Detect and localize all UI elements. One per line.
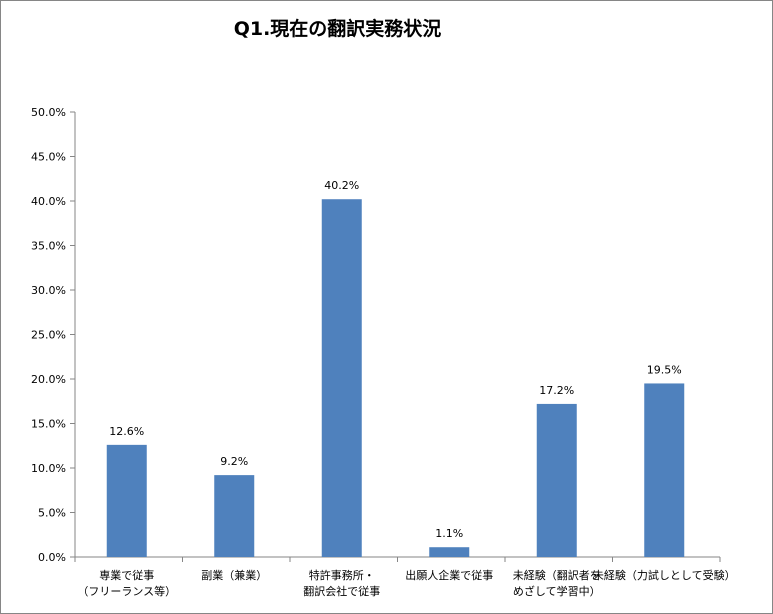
data-label: 12.6% [109,425,144,438]
y-tick-label: 45.0% [31,151,66,164]
bar [644,383,685,557]
bar [321,199,362,557]
category-label: 未経験（力試しとして受験） [593,568,736,582]
data-label: 17.2% [539,384,574,397]
category-label: 特許事務所・ [309,568,375,582]
y-tick-label: 5.0% [38,507,66,520]
data-label: 1.1% [435,527,463,540]
bar [214,475,255,557]
bar [429,547,470,557]
data-label: 9.2% [220,455,248,468]
category-label: 副業（兼業） [201,569,267,582]
y-tick-label: 50.0% [31,106,66,119]
y-tick-label: 25.0% [31,329,66,342]
data-label: 19.5% [647,363,682,376]
y-tick-label: 10.0% [31,462,66,475]
category-label: 専業で従事 [99,569,154,582]
y-tick-label: 40.0% [31,195,66,208]
category-label: 翻訳会社で従事 [303,584,380,598]
chart-title: Q1.現在の翻訳実務状況 [233,18,442,40]
bar [106,444,147,557]
category-label: めざして学習中） [513,584,601,598]
y-tick-label: 0.0% [38,551,66,564]
data-label: 40.2% [324,179,359,192]
y-tick-label: 15.0% [31,418,66,431]
y-tick-label: 20.0% [31,373,66,386]
category-label: 出願人企業で従事 [405,568,493,582]
y-tick-label: 35.0% [31,240,66,253]
y-tick-label: 30.0% [31,284,66,297]
category-label: （フリーランス等） [77,584,176,598]
category-label: 未経験（翻訳者を [513,568,601,582]
bar [536,403,577,557]
